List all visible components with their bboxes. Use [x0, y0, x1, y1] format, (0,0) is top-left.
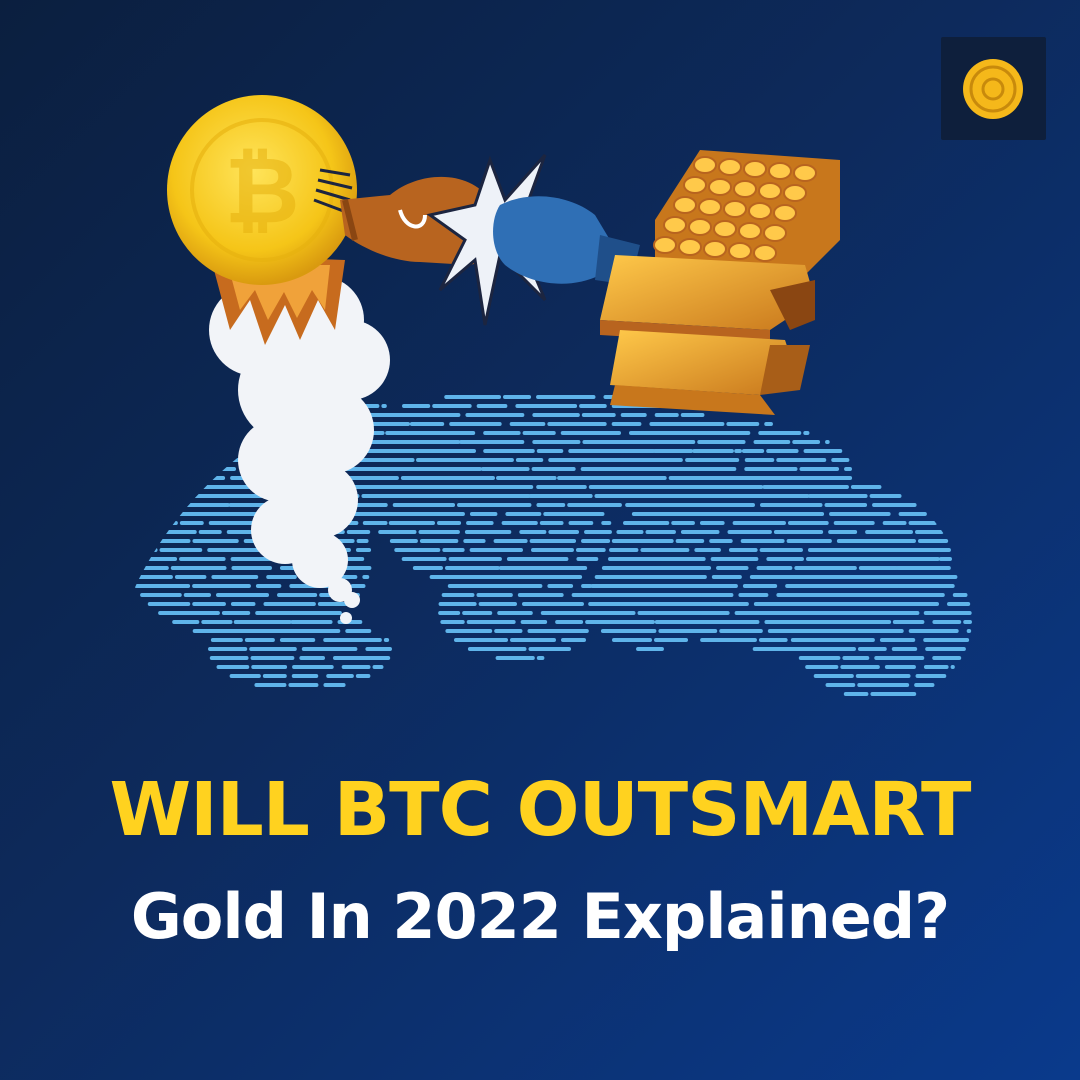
bitcoin-coin-icon: ₿ [167, 95, 357, 285]
boxing-glove-icon [340, 176, 498, 265]
headline-title: WILL BTC OUTSMART [109, 767, 972, 853]
svg-text:₿: ₿ [225, 137, 300, 244]
brand-logo [941, 37, 1046, 140]
gold-bars-icon [600, 150, 840, 415]
headline-subtitle: Gold In 2022 Explained? [130, 880, 950, 953]
coin-logo-icon [963, 59, 1023, 119]
